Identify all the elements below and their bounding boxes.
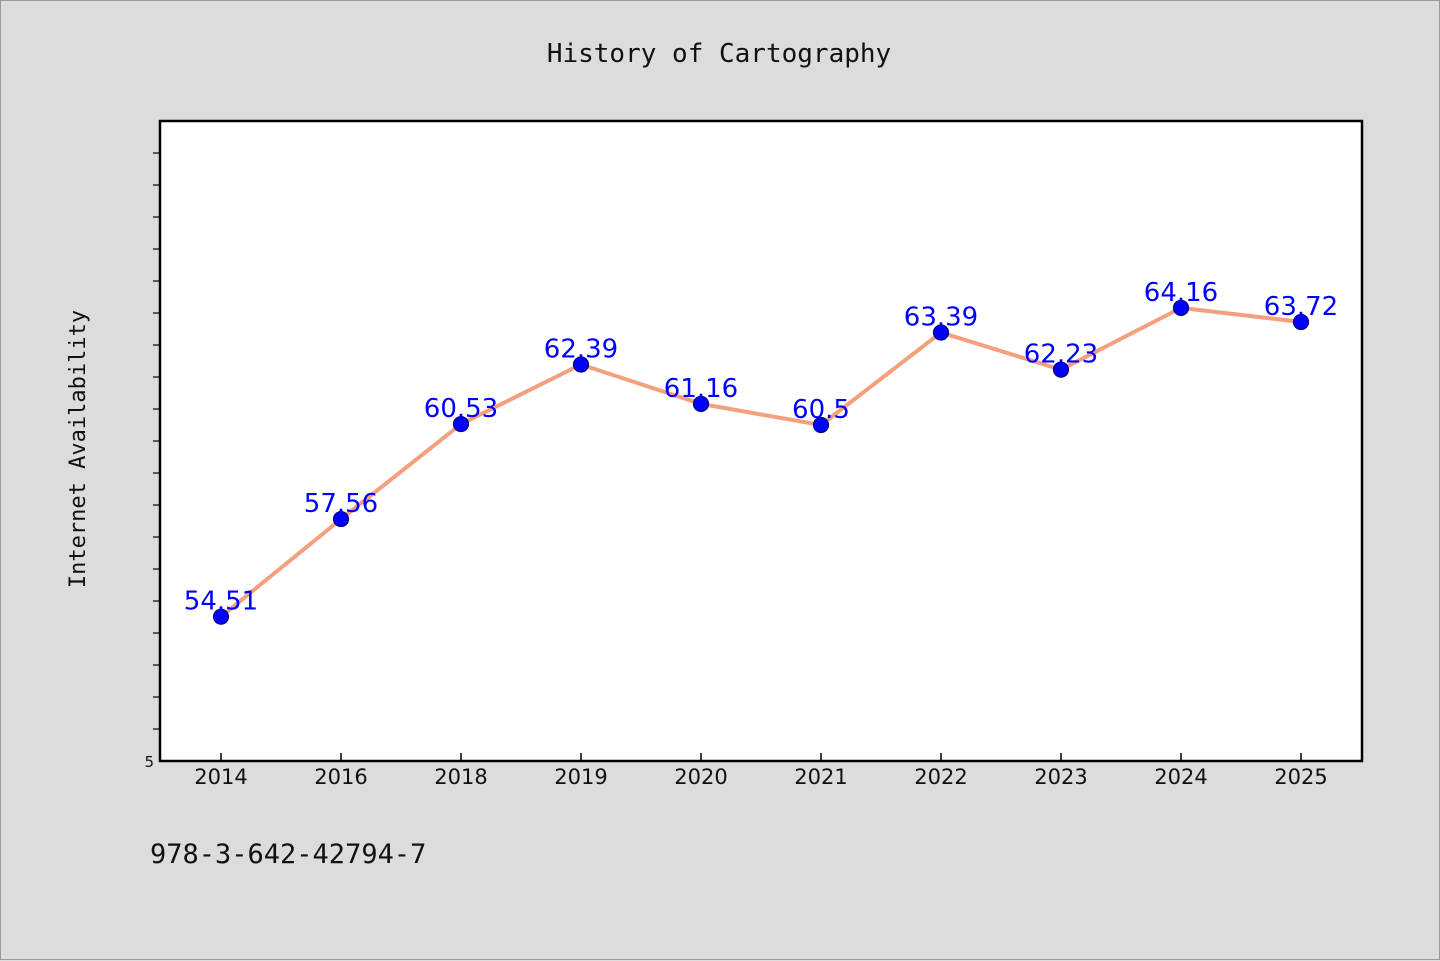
isbn-footer: 978-3-642-42794-7	[150, 839, 426, 870]
x-tick-label: 2020	[674, 765, 727, 789]
data-point	[1172, 299, 1190, 316]
x-tick-label: 2024	[1154, 765, 1207, 789]
data-markers	[212, 299, 1310, 625]
x-tick-label: 2014	[194, 765, 247, 789]
data-point	[1292, 313, 1310, 331]
data-label: 60.53	[424, 394, 498, 424]
data-point	[452, 415, 470, 433]
x-axis-ticks	[220, 753, 1302, 761]
data-point	[1052, 361, 1070, 378]
x-tick-label: 2016	[314, 765, 367, 789]
data-point	[692, 395, 710, 412]
x-axis-tick-labels: 2014 2016 2018 2019 2020 2021 2022 2023 2024 2025	[194, 765, 1327, 789]
data-label: 62.23	[1024, 340, 1098, 370]
plot-area	[158, 119, 1364, 763]
data-label: 63.72	[1264, 292, 1338, 322]
x-tick-label: 2018	[434, 765, 487, 789]
x-tick-label: 2021	[794, 765, 847, 789]
chart-title: History of Cartography	[547, 39, 891, 69]
data-point	[212, 608, 230, 625]
data-point	[572, 356, 590, 373]
data-label: 54.51	[184, 587, 258, 617]
data-label: 63.39	[904, 303, 978, 333]
x-tick-label: 2022	[914, 765, 967, 789]
data-label: 60.5	[792, 395, 850, 425]
data-label: 57.56	[304, 489, 378, 519]
data-label: 62.39	[544, 335, 618, 365]
y-axis-ticks	[153, 152, 160, 730]
data-point	[932, 324, 950, 341]
x-tick-label: 2025	[1274, 765, 1327, 789]
series-line	[219, 305, 1302, 619]
x-tick-label: 2019	[554, 765, 607, 789]
y-axis-tick-labels: 5	[144, 753, 154, 771]
data-point	[812, 416, 830, 434]
y-axis-label: Internet Availability	[66, 310, 91, 588]
y-tick-label: 5	[144, 753, 154, 771]
data-point	[332, 510, 350, 528]
data-label: 61.16	[664, 374, 738, 404]
data-labels: 54.51 57.56 60.53 62.39 61.16 60.5 63.39 62.23 6…	[184, 278, 1338, 617]
x-tick-label: 2023	[1034, 765, 1087, 789]
data-label: 64.16	[1144, 278, 1218, 308]
